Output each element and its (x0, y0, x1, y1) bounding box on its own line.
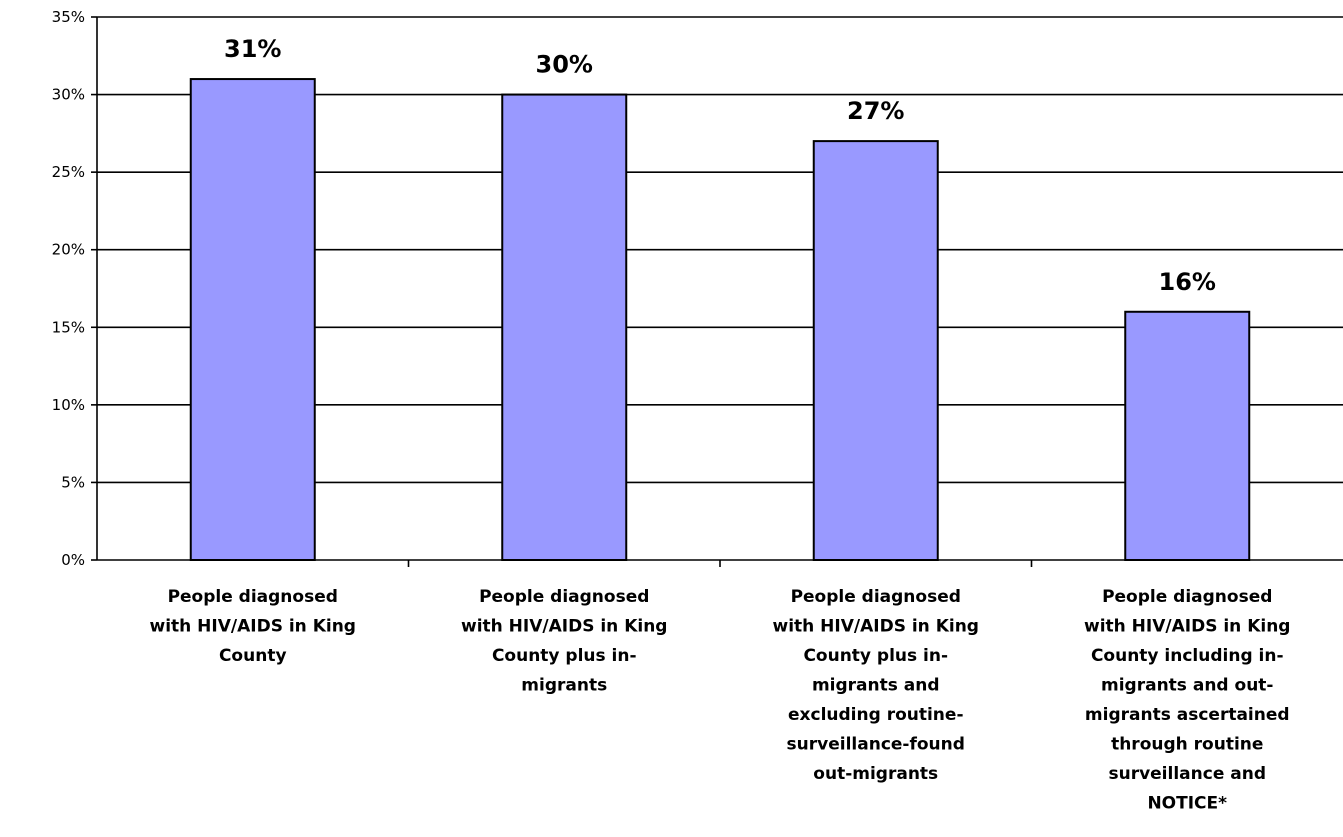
data-label: 16% (1159, 268, 1216, 296)
y-tick-label: 30% (52, 86, 85, 104)
bar (189, 78, 316, 562)
category-label-line: People diagnosed (1102, 587, 1272, 607)
category-label-line: with HIV/AIDS in King (1084, 617, 1290, 637)
category-label-line: People diagnosed (791, 587, 961, 607)
category-label-line: migrants (521, 676, 607, 696)
category-label-line: migrants and (812, 676, 940, 696)
category-label-line: NOTICE* (1147, 794, 1227, 814)
category-label-line: through routine (1111, 735, 1263, 755)
category-label-line: People diagnosed (168, 587, 338, 607)
category-label-line: excluding routine- (788, 705, 964, 725)
category-label-line: County plus in- (492, 646, 637, 666)
category-label-line: out-migrants (813, 764, 938, 784)
category-label-line: surveillance and (1108, 764, 1266, 784)
y-tick-label: 20% (52, 241, 85, 259)
category-label-line: surveillance-found (787, 735, 965, 755)
data-label: 27% (847, 97, 904, 125)
bar (812, 140, 939, 561)
data-label: 30% (536, 51, 593, 79)
category-labels: People diagnosed with HIV/AIDS in King Cou… (150, 587, 1291, 814)
data-labels: 31% 30% 27% 16% (224, 35, 1216, 296)
category-label-line: with HIV/AIDS in King (461, 617, 667, 637)
x-axis (97, 559, 1343, 567)
category-label: People diagnosed with HIV/AIDS in King Cou… (150, 587, 356, 666)
y-tick-label: 35% (52, 8, 85, 26)
bar (501, 93, 628, 561)
category-label: People diagnosed with HIV/AIDS in King Cou… (1084, 587, 1290, 814)
category-label-line: County plus in- (803, 646, 948, 666)
data-label: 31% (224, 35, 281, 63)
y-tick-label: 0% (61, 551, 85, 569)
category-label-line: migrants ascertained (1085, 705, 1290, 725)
category-label-line: County (219, 646, 287, 666)
y-tick-label: 10% (52, 396, 85, 414)
category-label-line: with HIV/AIDS in King (773, 617, 979, 637)
category-label-line: with HIV/AIDS in King (150, 617, 356, 637)
y-tick-label: 15% (52, 318, 85, 336)
category-label: People diagnosed with HIV/AIDS in King Cou… (773, 587, 979, 784)
bars (189, 78, 1251, 562)
category-label-line: County including in- (1091, 646, 1284, 666)
category-label: People diagnosed with HIV/AIDS in King Cou… (461, 587, 667, 696)
y-tick-label: 25% (52, 163, 85, 181)
category-label-line: migrants and out- (1101, 676, 1273, 696)
y-tick-label: 5% (61, 473, 85, 491)
y-axis: 0% 5% 10% 15% 20% 25% 30% 35% (52, 8, 98, 569)
category-label-line: People diagnosed (479, 587, 649, 607)
bar (1124, 310, 1251, 561)
